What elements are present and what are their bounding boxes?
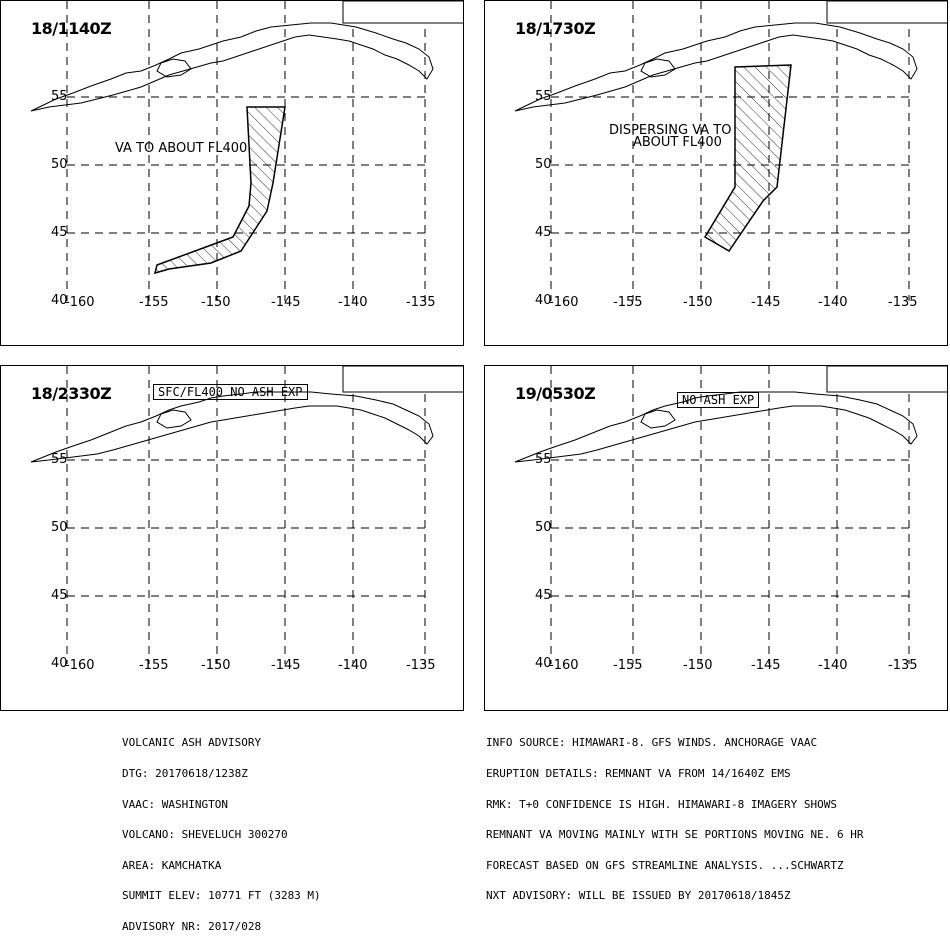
- map-canvas: [30, 1, 463, 301]
- lat-label-40: 40: [51, 293, 68, 308]
- ash-cloud-area: [153, 106, 286, 275]
- lat-label-40: 40: [535, 293, 552, 308]
- lon-label-140: -140: [818, 295, 848, 310]
- forecast-time: 18/2330Z: [31, 384, 112, 403]
- advisory-line: RMK: T+0 CONFIDENCE IS HIGH. HIMAWARI-8 …: [486, 797, 837, 811]
- map-canvas: [30, 366, 463, 664]
- lat-label-45: 45: [51, 225, 68, 240]
- inset-box: [342, 366, 463, 393]
- lat-label-55: 55: [51, 452, 68, 467]
- lat-label-55: 55: [51, 89, 68, 104]
- lon-label-145: -145: [751, 658, 781, 673]
- lon-label-140: -140: [338, 658, 368, 673]
- inset-box: [826, 1, 947, 24]
- no-ash-box: SFC/FL400 NO ASH EXP: [153, 384, 308, 400]
- lon-label-155: -155: [139, 295, 169, 310]
- advisory-line: AREA: KAMCHATKA: [122, 858, 222, 872]
- lat-label-45: 45: [535, 588, 552, 603]
- advisory-right: INFO SOURCE: HIMAWARI-8. GFS WINDS. ANCH…: [486, 718, 864, 912]
- advisory-line: SUMMIT ELEV: 10771 FT (3283 M): [122, 889, 321, 903]
- inset-box: [826, 366, 947, 393]
- lon-label-145: -145: [271, 658, 301, 673]
- ash-cloud-area: [703, 64, 792, 253]
- no-ash-box: NO ASH EXP: [677, 392, 760, 408]
- ash-label-line-2: ABOUT FL400: [633, 135, 722, 150]
- ash-label: VA TO ABOUT FL400: [115, 141, 248, 156]
- map-panel-3: 18/2330Z SFC/FL400 NO ASH EXP 55 50 45 4…: [0, 365, 464, 711]
- lat-label-55: 55: [535, 452, 552, 467]
- lon-label-135: -135: [406, 658, 436, 673]
- forecast-time: 19/0530Z: [515, 384, 596, 403]
- advisory-line: NXT ADVISORY: WILL BE ISSUED BY 20170618…: [486, 889, 791, 903]
- lon-label-140: -140: [338, 295, 368, 310]
- advisory-line: INFO SOURCE: HIMAWARI-8. GFS WINDS. ANCH…: [486, 736, 818, 750]
- alaska-coastline: [514, 22, 918, 112]
- map-panel-1: 18/1140Z VA TO ABOUT FL400 55 50 45 40 -…: [0, 0, 464, 346]
- advisory-line: VOLCANIC ASH ADVISORY: [122, 736, 262, 750]
- advisory-line: VAAC: WASHINGTON: [122, 797, 228, 811]
- lon-label-155: -155: [613, 658, 643, 673]
- advisory-line: DTG: 20170618/1238Z: [122, 767, 248, 781]
- alaska-coastline: [30, 391, 434, 463]
- forecast-time: 18/1730Z: [515, 19, 596, 38]
- advisory-left: VOLCANIC ASH ADVISORY DTG: 20170618/1238…: [122, 718, 321, 942]
- lat-label-45: 45: [51, 588, 68, 603]
- lon-label-135: -135: [406, 295, 436, 310]
- lon-label-155: -155: [139, 658, 169, 673]
- map-canvas: [514, 1, 947, 301]
- lon-label-135: -135: [888, 295, 918, 310]
- ash-label-line-1: DISPERSING VA TO: [609, 123, 732, 138]
- lon-label-160: -160: [549, 295, 579, 310]
- lon-label-150: -150: [683, 658, 713, 673]
- lon-label-160: -160: [65, 295, 95, 310]
- advisory-line: REMNANT VA MOVING MAINLY WITH SE PORTION…: [486, 828, 864, 842]
- lon-label-150: -150: [201, 295, 231, 310]
- inset-box: [342, 1, 463, 24]
- lat-label-50: 50: [51, 520, 68, 535]
- advisory-line: VOLCANO: SHEVELUCH 300270: [122, 828, 288, 842]
- grid-lines: [550, 366, 915, 664]
- lat-label-50: 50: [535, 157, 552, 172]
- map-panel-2: 18/1730Z DISPERSING VA TO ABOUT FL400 55…: [484, 0, 948, 346]
- lat-label-50: 50: [535, 520, 552, 535]
- lon-label-160: -160: [65, 658, 95, 673]
- lat-label-40: 40: [535, 656, 552, 671]
- alaska-coastline: [514, 391, 918, 463]
- forecast-time: 18/1140Z: [31, 19, 112, 38]
- lon-label-150: -150: [201, 658, 231, 673]
- advisory-line: ADVISORY NR: 2017/028: [122, 920, 262, 934]
- lat-label-45: 45: [535, 225, 552, 240]
- advisory-line: ERUPTION DETAILS: REMNANT VA FROM 14/164…: [486, 767, 791, 781]
- lat-label-40: 40: [51, 656, 68, 671]
- lat-label-55: 55: [535, 89, 552, 104]
- grid-lines: [66, 366, 431, 664]
- lon-label-135: -135: [888, 658, 918, 673]
- lon-label-155: -155: [613, 295, 643, 310]
- lon-label-145: -145: [271, 295, 301, 310]
- lat-label-50: 50: [51, 157, 68, 172]
- alaska-coastline: [30, 22, 434, 112]
- grid-lines: [550, 1, 915, 301]
- map-canvas: [514, 366, 947, 664]
- lon-label-145: -145: [751, 295, 781, 310]
- lon-label-150: -150: [683, 295, 713, 310]
- lon-label-160: -160: [549, 658, 579, 673]
- advisory-line: FORECAST BASED ON GFS STREAMLINE ANALYSI…: [486, 858, 844, 872]
- lon-label-140: -140: [818, 658, 848, 673]
- map-panel-4: 19/0530Z NO ASH EXP 55 50 45 40 -160 -15…: [484, 365, 948, 711]
